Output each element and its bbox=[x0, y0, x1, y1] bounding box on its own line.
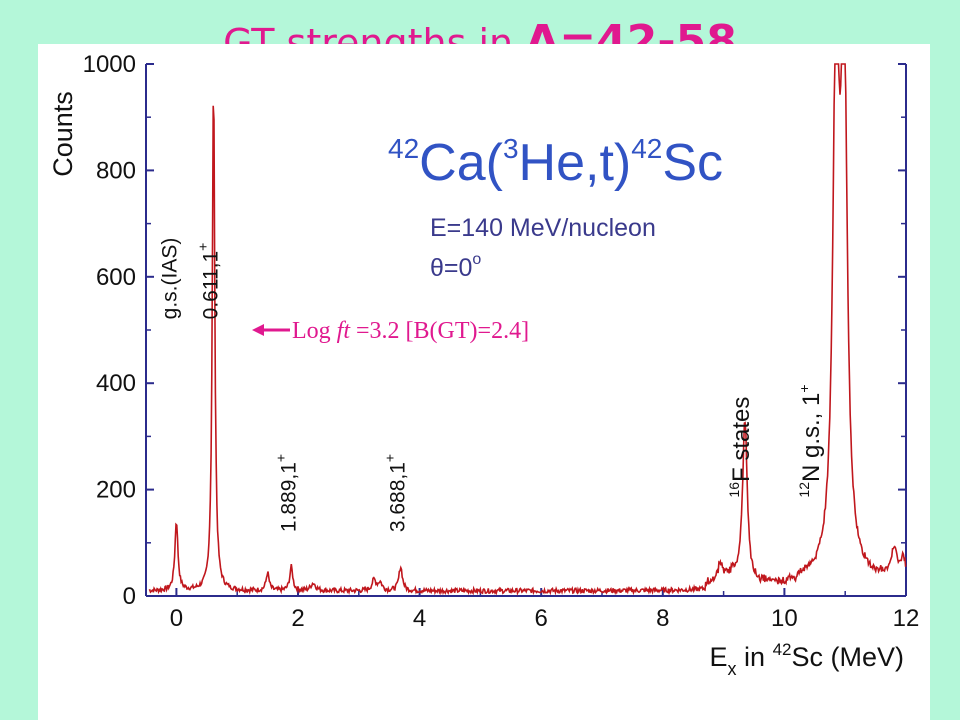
peak-label-text: F states bbox=[728, 397, 755, 482]
peak-label-presup: 12 bbox=[796, 482, 812, 498]
peak-label-text: N g.s., 1 bbox=[798, 393, 825, 482]
peak-label-text: 3.688,1 bbox=[387, 462, 410, 532]
x-axis-title-mid: in bbox=[737, 642, 773, 672]
y-tick-label: 0 bbox=[123, 583, 136, 610]
reaction-label: 42Ca(3He,t)42Sc bbox=[388, 133, 723, 192]
peak-label: 16F states bbox=[726, 397, 755, 498]
y-tick-label: 1000 bbox=[83, 51, 136, 78]
x-axis-title-sub: x bbox=[728, 659, 737, 679]
chart-panel: 0 200 400 600 800 1000 0 2 4 6 8 10 12 Counts Ex in… bbox=[38, 44, 930, 720]
spectrum-series-line bbox=[148, 63, 907, 596]
peak-label: g.s.(IAS) bbox=[158, 238, 181, 320]
peak-label-text: 1.889,1 bbox=[277, 462, 300, 532]
reaction-residual: Sc bbox=[662, 134, 723, 192]
annotation-suffix: =3.2 [B(GT)=2.4] bbox=[350, 318, 529, 344]
reaction-projectile: He,t) bbox=[519, 134, 632, 192]
x-tick-label: 8 bbox=[656, 605, 669, 632]
annotation-arrowhead bbox=[252, 324, 264, 336]
x-tick-label: 12 bbox=[893, 605, 920, 632]
y-axis-title: Counts bbox=[48, 91, 78, 177]
y-ticks bbox=[146, 63, 906, 597]
reaction-pre-sup: 42 bbox=[388, 133, 419, 164]
y-tick-label: 800 bbox=[96, 157, 136, 184]
x-axis-title: Ex in 42Sc (MeV) bbox=[710, 640, 904, 679]
peak-label: 12N g.s., 1+ bbox=[796, 384, 825, 497]
y-tick-label: 400 bbox=[96, 370, 136, 397]
peak-label-sup: + bbox=[382, 454, 398, 462]
peak-label: 1.889,1+ bbox=[272, 454, 300, 532]
beam-energy-label: E=140 MeV/nucleon bbox=[430, 214, 656, 242]
peak-label-sup: + bbox=[272, 454, 288, 462]
x-tick-label: 2 bbox=[291, 605, 304, 632]
annotation-label: Log ft =3.2 [B(GT)=2.4] bbox=[292, 318, 529, 344]
peak-label: 0.611,1+ bbox=[195, 243, 223, 320]
peak-label-sup: + bbox=[195, 243, 211, 251]
x-tick-label: 10 bbox=[771, 605, 798, 632]
annotation-ft: ft bbox=[337, 318, 352, 344]
peak-labels: g.s.(IAS) 0.611,1+1.889,1+3.688,1+16F sta… bbox=[158, 238, 824, 532]
reaction-proj-sup: 3 bbox=[503, 133, 519, 164]
annotation-prefix: Log bbox=[292, 318, 337, 344]
reaction-target: Ca( bbox=[419, 134, 503, 192]
scattering-angle-label: θ=0o bbox=[430, 251, 481, 282]
x-tick-label: 6 bbox=[535, 605, 548, 632]
peak-label-text: g.s.(IAS) bbox=[158, 238, 181, 320]
spectrum-chart: 0 200 400 600 800 1000 0 2 4 6 8 10 12 Counts Ex in… bbox=[48, 51, 920, 679]
x-axis-title-sup: 42 bbox=[773, 640, 792, 659]
y-tick-label: 600 bbox=[96, 264, 136, 291]
x-tick-labels: 0 2 4 6 8 10 12 bbox=[170, 605, 920, 632]
peak-label-presup: 16 bbox=[726, 482, 742, 498]
reaction-res-sup: 42 bbox=[631, 133, 662, 164]
angle-value: =0 bbox=[444, 254, 473, 282]
angle-unit: o bbox=[472, 251, 481, 268]
x-tick-label: 0 bbox=[170, 605, 183, 632]
y-tick-labels: 0 200 400 600 800 1000 bbox=[83, 51, 136, 610]
angle-symbol: θ bbox=[430, 254, 444, 282]
y-tick-label: 200 bbox=[96, 477, 136, 504]
peak-label-sup: + bbox=[796, 384, 812, 392]
peak-label: 3.688,1+ bbox=[382, 454, 410, 532]
peak-label-text: 0.611,1 bbox=[200, 251, 223, 320]
x-axis-title-base: E bbox=[710, 642, 728, 672]
x-tick-label: 4 bbox=[413, 605, 426, 632]
x-axis-title-tail: Sc (MeV) bbox=[791, 642, 904, 672]
